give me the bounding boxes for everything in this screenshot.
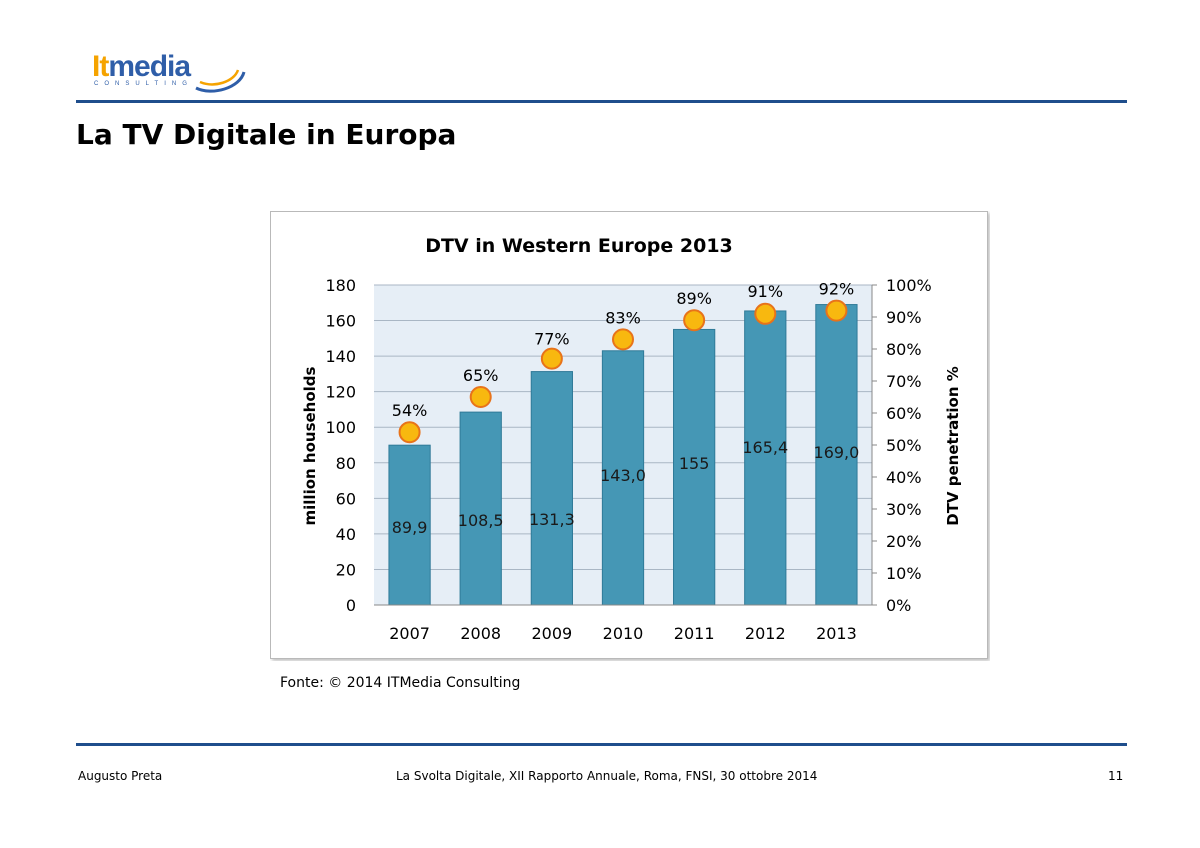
chart-title: DTV in Western Europe 2013	[425, 235, 733, 257]
penetration-marker-2007	[398, 421, 421, 444]
y-tick-label-right: 70%	[886, 372, 922, 391]
penetration-label: 83%	[605, 308, 641, 327]
header-divider	[76, 100, 1127, 103]
y-tick-label-left: 40	[336, 525, 356, 544]
penetration-marker-2012	[754, 302, 777, 325]
bar-2008	[459, 411, 502, 606]
y-tick-label-right: 20%	[886, 532, 922, 551]
y-tick-label-right: 30%	[886, 500, 922, 519]
footer-event: La Svolta Digitale, XII Rapporto Annuale…	[396, 769, 818, 783]
logo-swoosh-icon	[195, 69, 246, 93]
bar-2007	[388, 444, 431, 606]
y-tick-label-right: 50%	[886, 436, 922, 455]
bar-2012	[744, 310, 787, 606]
bar-value-label: 165,4	[742, 438, 788, 457]
x-tick-label: 2008	[460, 624, 501, 643]
y-tick-label-right: 100%	[886, 276, 932, 295]
y-tick-label-right: 60%	[886, 404, 922, 423]
y-tick-label-left: 120	[325, 383, 356, 402]
y-tick-label-right: 10%	[886, 564, 922, 583]
bar-2009	[530, 371, 573, 606]
bar-value-label: 143,0	[600, 466, 646, 485]
chart-source: Fonte: © 2014 ITMedia Consulting	[280, 675, 521, 691]
y-axis-label-right: DTV penetration %	[944, 366, 962, 526]
bar-value-label: 108,5	[458, 511, 504, 530]
bar-value-label: 155	[679, 454, 710, 473]
footer-divider	[76, 743, 1127, 746]
data-labels: 89,9 54% 108,5 65% 131,3 77% 143,0 83% 155 89% 165…	[392, 280, 860, 537]
y-tick-label-left: 180	[325, 276, 356, 295]
bars	[388, 304, 858, 606]
y-tick-label-left: 0	[346, 596, 356, 615]
logo-wordmark: Itmedia	[92, 50, 191, 84]
x-tick-label: 2010	[603, 624, 644, 643]
x-tick-label: 2013	[816, 624, 857, 643]
penetration-label: 92%	[819, 280, 855, 299]
itmedia-logo: Itmedia CONSULTING	[92, 50, 252, 96]
x-tick-label: 2007	[389, 624, 430, 643]
penetration-label: 91%	[748, 282, 784, 301]
penetration-label: 89%	[676, 289, 712, 308]
penetration-marker-2010	[612, 328, 634, 351]
penetration-marker-2013	[825, 299, 848, 322]
bar-value-label: 131,3	[529, 510, 575, 529]
penetration-label: 54%	[392, 401, 428, 420]
page-number: 11	[1108, 769, 1124, 783]
dtv-chart: 89,9 54% 108,5 65% 131,3 77% 143,0 83% 155 89% 165…	[270, 211, 988, 659]
y-tick-label-left: 100	[325, 418, 356, 437]
footer-author: Augusto Preta	[78, 769, 163, 783]
axes: 0 20 40 60 80 100 120 140 160 180 0% 10% 20% 30% 40% 50…	[325, 276, 931, 643]
penetration-marker-2011	[683, 309, 706, 332]
bar-2013	[815, 304, 858, 606]
y-tick-label-left: 140	[325, 347, 356, 366]
penetration-markers	[398, 299, 848, 444]
y-tick-label-right: 80%	[886, 340, 922, 359]
y-tick-label-right: 40%	[886, 468, 922, 487]
y-tick-label-left: 160	[325, 312, 356, 331]
x-tick-label: 2011	[674, 624, 715, 643]
logo-part-it: It	[92, 50, 109, 83]
y-tick-label-left: 60	[336, 489, 356, 508]
logo-part-media: media	[108, 50, 191, 83]
y-tick-label-right: 0%	[886, 596, 911, 615]
x-tick-label: 2009	[531, 624, 572, 643]
penetration-label: 65%	[463, 366, 499, 385]
bar-value-label: 169,0	[814, 443, 860, 462]
x-tick-label: 2012	[745, 624, 786, 643]
penetration-marker-2008	[469, 386, 492, 408]
y-tick-label-left: 80	[336, 454, 356, 473]
page-title: La TV Digitale in Europa	[76, 118, 457, 151]
penetration-marker-2009	[540, 347, 563, 370]
logo-tagline: CONSULTING	[94, 81, 193, 87]
y-tick-label-left: 20	[336, 560, 356, 579]
y-tick-label-right: 90%	[886, 308, 922, 327]
bar-value-label: 89,9	[392, 518, 428, 537]
y-axis-label-left: million households	[301, 366, 319, 525]
penetration-label: 77%	[534, 330, 570, 349]
